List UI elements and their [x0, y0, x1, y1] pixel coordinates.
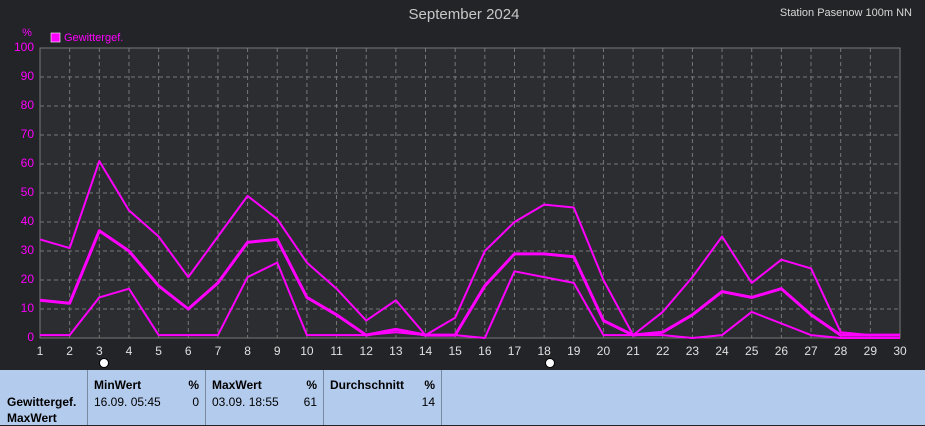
y-tick-label: 30 [21, 243, 35, 257]
x-tick-label: 22 [656, 344, 670, 358]
stats-value: 0 [192, 395, 199, 409]
x-tick-label: 2 [66, 344, 73, 358]
y-tick-label: 0 [27, 330, 34, 344]
x-tick-label: 24 [715, 344, 729, 358]
x-tick-label: 27 [804, 344, 818, 358]
stats-unit: % [188, 378, 199, 392]
x-tick-label: 3 [96, 344, 103, 358]
stats-title: MinWert [94, 378, 142, 392]
stats-label-line: Gewittergef. [7, 395, 77, 409]
y-tick-label: 70 [21, 127, 35, 141]
stats-table: Gewittergef. MaxWert MinWert % 16.09. 05… [0, 370, 925, 425]
x-tick-label: 9 [274, 344, 281, 358]
x-tick-label: 13 [389, 344, 403, 358]
stats-time: 03.09. 18:55 [212, 395, 279, 409]
x-tick-label: 25 [745, 344, 759, 358]
x-tick-label: 8 [244, 344, 251, 358]
x-tick-label: 23 [686, 344, 700, 358]
x-tick-label: 6 [185, 344, 192, 358]
x-tick-label: 10 [300, 344, 314, 358]
x-tick-label: 30 [893, 344, 907, 358]
y-tick-label: 100 [14, 40, 34, 54]
stats-col: MinWert % 16.09. 05:45 0 [88, 370, 206, 425]
stats-col: MaxWert % 03.09. 18:55 61 [206, 370, 324, 425]
line-max [39, 160, 900, 337]
chart: September 2024 Station Pasenow 100m NN %… [14, 6, 912, 368]
y-tick-label: 90 [21, 69, 35, 83]
x-tick-label: 17 [508, 344, 522, 358]
x-tick-label: 14 [419, 344, 433, 358]
x-tick-label: 4 [126, 344, 133, 358]
x-tick-label: 19 [567, 344, 581, 358]
x-tick-label: 28 [834, 344, 848, 358]
y-tick-label: 10 [21, 301, 35, 315]
y-tick-label: 80 [21, 98, 35, 112]
x-tick-label: 18 [537, 344, 551, 358]
x-tick-label: 20 [597, 344, 611, 358]
stats-time: 16.09. 05:45 [94, 395, 161, 409]
y-tick-label: 60 [21, 156, 35, 170]
x-tick-label: 26 [775, 344, 789, 358]
x-tick-label: 7 [215, 344, 222, 358]
y-axis-label: % [22, 27, 32, 39]
x-tick-label: 11 [330, 344, 343, 358]
stats-title: MaxWert [212, 378, 262, 392]
legend-swatch [50, 32, 61, 43]
y-tick-label: 40 [21, 214, 35, 228]
line-min [40, 261, 900, 339]
y-tick-label: 50 [21, 185, 35, 199]
stats-value: 14 [421, 395, 435, 409]
stats-unit: % [306, 378, 317, 392]
x-tick-label: 12 [360, 344, 374, 358]
x-tick-label: 21 [626, 344, 640, 358]
chart-title: September 2024 [409, 6, 520, 23]
legend-label: Gewittergef. [64, 32, 123, 44]
x-tick-label: 29 [864, 344, 878, 358]
station: Station Pasenow 100m NN [780, 7, 912, 19]
x-tick-label: 5 [155, 344, 162, 358]
stats-title: Durchschnitt [330, 378, 405, 392]
max-marker [99, 358, 109, 368]
stats-label: Gewittergef. MaxWert [0, 370, 88, 425]
x-tick-label: 16 [478, 344, 492, 358]
stats-label-line: MaxWert [7, 411, 57, 425]
stats-unit: % [424, 378, 435, 392]
stats-col: Durchschnitt % 14 [324, 370, 442, 425]
min-marker [545, 358, 555, 368]
x-tick-label: 15 [448, 344, 462, 358]
stats-value: 61 [303, 395, 317, 409]
y-tick-label: 20 [21, 272, 35, 286]
line-values [39, 229, 900, 337]
x-tick-label: 1 [37, 344, 44, 358]
